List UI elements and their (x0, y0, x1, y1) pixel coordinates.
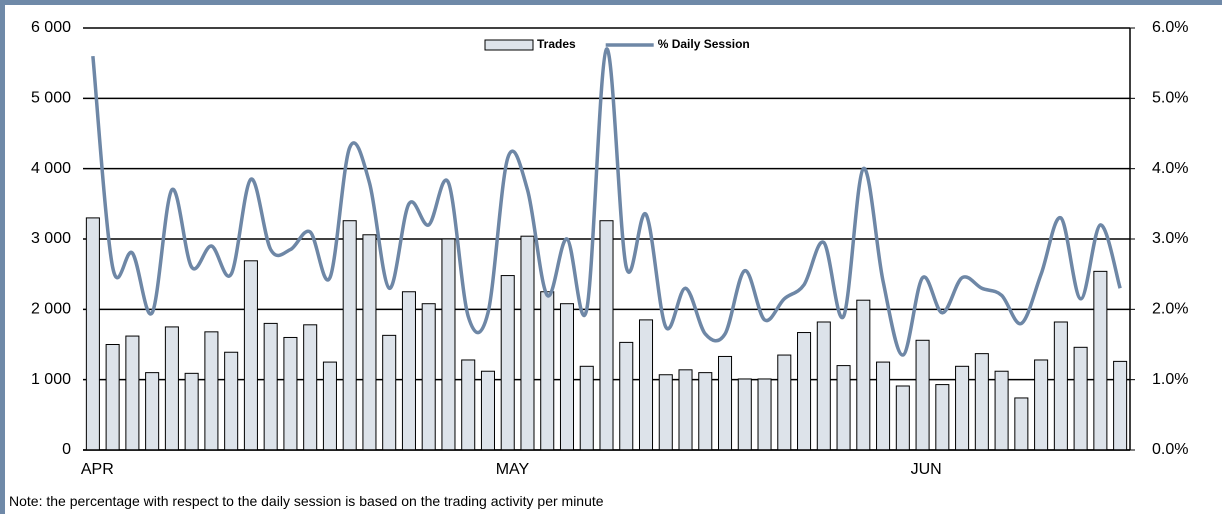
bar (718, 355, 733, 451)
bar (698, 372, 713, 451)
bar (224, 351, 239, 451)
bar (1014, 397, 1029, 451)
bar (500, 275, 515, 451)
y2-tick-label: 2.0% (1152, 301, 1188, 318)
bar (579, 365, 594, 451)
bar (1034, 359, 1049, 451)
bar (915, 339, 930, 451)
bar (1113, 360, 1128, 451)
bar (777, 354, 792, 451)
line (91, 47, 1122, 357)
y-tick-label: 5 000 (31, 90, 71, 107)
bar (342, 220, 357, 451)
bar (520, 235, 535, 451)
bar (638, 319, 654, 451)
bar (974, 353, 989, 451)
legend-label: % Daily Session (658, 37, 750, 51)
bar (994, 370, 1009, 451)
y-tick-label: 4 000 (31, 160, 71, 177)
bar (955, 365, 970, 451)
y2-tick-label: 1.0% (1152, 371, 1188, 388)
bar (283, 336, 298, 451)
legend-swatch (484, 39, 534, 51)
y2-tick-label: 3.0% (1152, 230, 1188, 247)
bar (303, 324, 318, 451)
bar (797, 332, 812, 451)
bar (362, 234, 377, 451)
bar (1053, 321, 1068, 451)
x-tick-label: APR (81, 461, 114, 478)
bar (263, 322, 278, 451)
y2-tick-label: 6.0% (1152, 19, 1188, 36)
bar (382, 334, 397, 451)
bar (935, 384, 950, 451)
x-tick-label: MAY (496, 461, 530, 478)
bar (1093, 270, 1108, 451)
bar (836, 365, 851, 451)
bar (164, 326, 179, 451)
note: Note: the percentage with respect to the… (9, 493, 604, 509)
bar (895, 385, 910, 451)
bar (559, 303, 575, 451)
bar (1073, 346, 1088, 451)
bar (243, 260, 258, 451)
bar (757, 378, 772, 451)
bar (461, 359, 476, 451)
y-tick-label: 0 (62, 441, 71, 458)
bar (816, 321, 831, 451)
bar (441, 238, 456, 451)
bar (85, 217, 100, 451)
legend-label: Trades (537, 37, 576, 51)
y2-tick-label: 5.0% (1152, 90, 1188, 107)
bar (599, 220, 614, 451)
bar (401, 291, 416, 451)
bar (322, 361, 337, 451)
bar (678, 369, 693, 451)
bar (737, 378, 752, 451)
bar (125, 335, 140, 451)
bar (204, 331, 219, 451)
bar (856, 299, 871, 451)
bar (184, 372, 199, 451)
bar (145, 372, 160, 451)
y2-tick-label: 4.0% (1152, 160, 1188, 177)
bar (480, 370, 495, 451)
bar (619, 341, 634, 451)
bar (876, 361, 891, 451)
y2-tick-label: 0.0% (1152, 441, 1188, 458)
bar (540, 291, 555, 451)
bar (658, 374, 673, 451)
y-tick-label: 6 000 (31, 19, 71, 36)
x-tick-label: JUN (911, 461, 942, 478)
bar (105, 344, 120, 451)
chart: 0 1 000 2 000 3 000 4 000 5 000 6 000 0.0% 1.0% 2… (31, 19, 1189, 478)
y-tick-label: 2 000 (31, 301, 71, 318)
y-tick-label: 1 000 (31, 371, 71, 388)
bar (421, 303, 436, 451)
y-tick-label: 3 000 (31, 230, 71, 247)
